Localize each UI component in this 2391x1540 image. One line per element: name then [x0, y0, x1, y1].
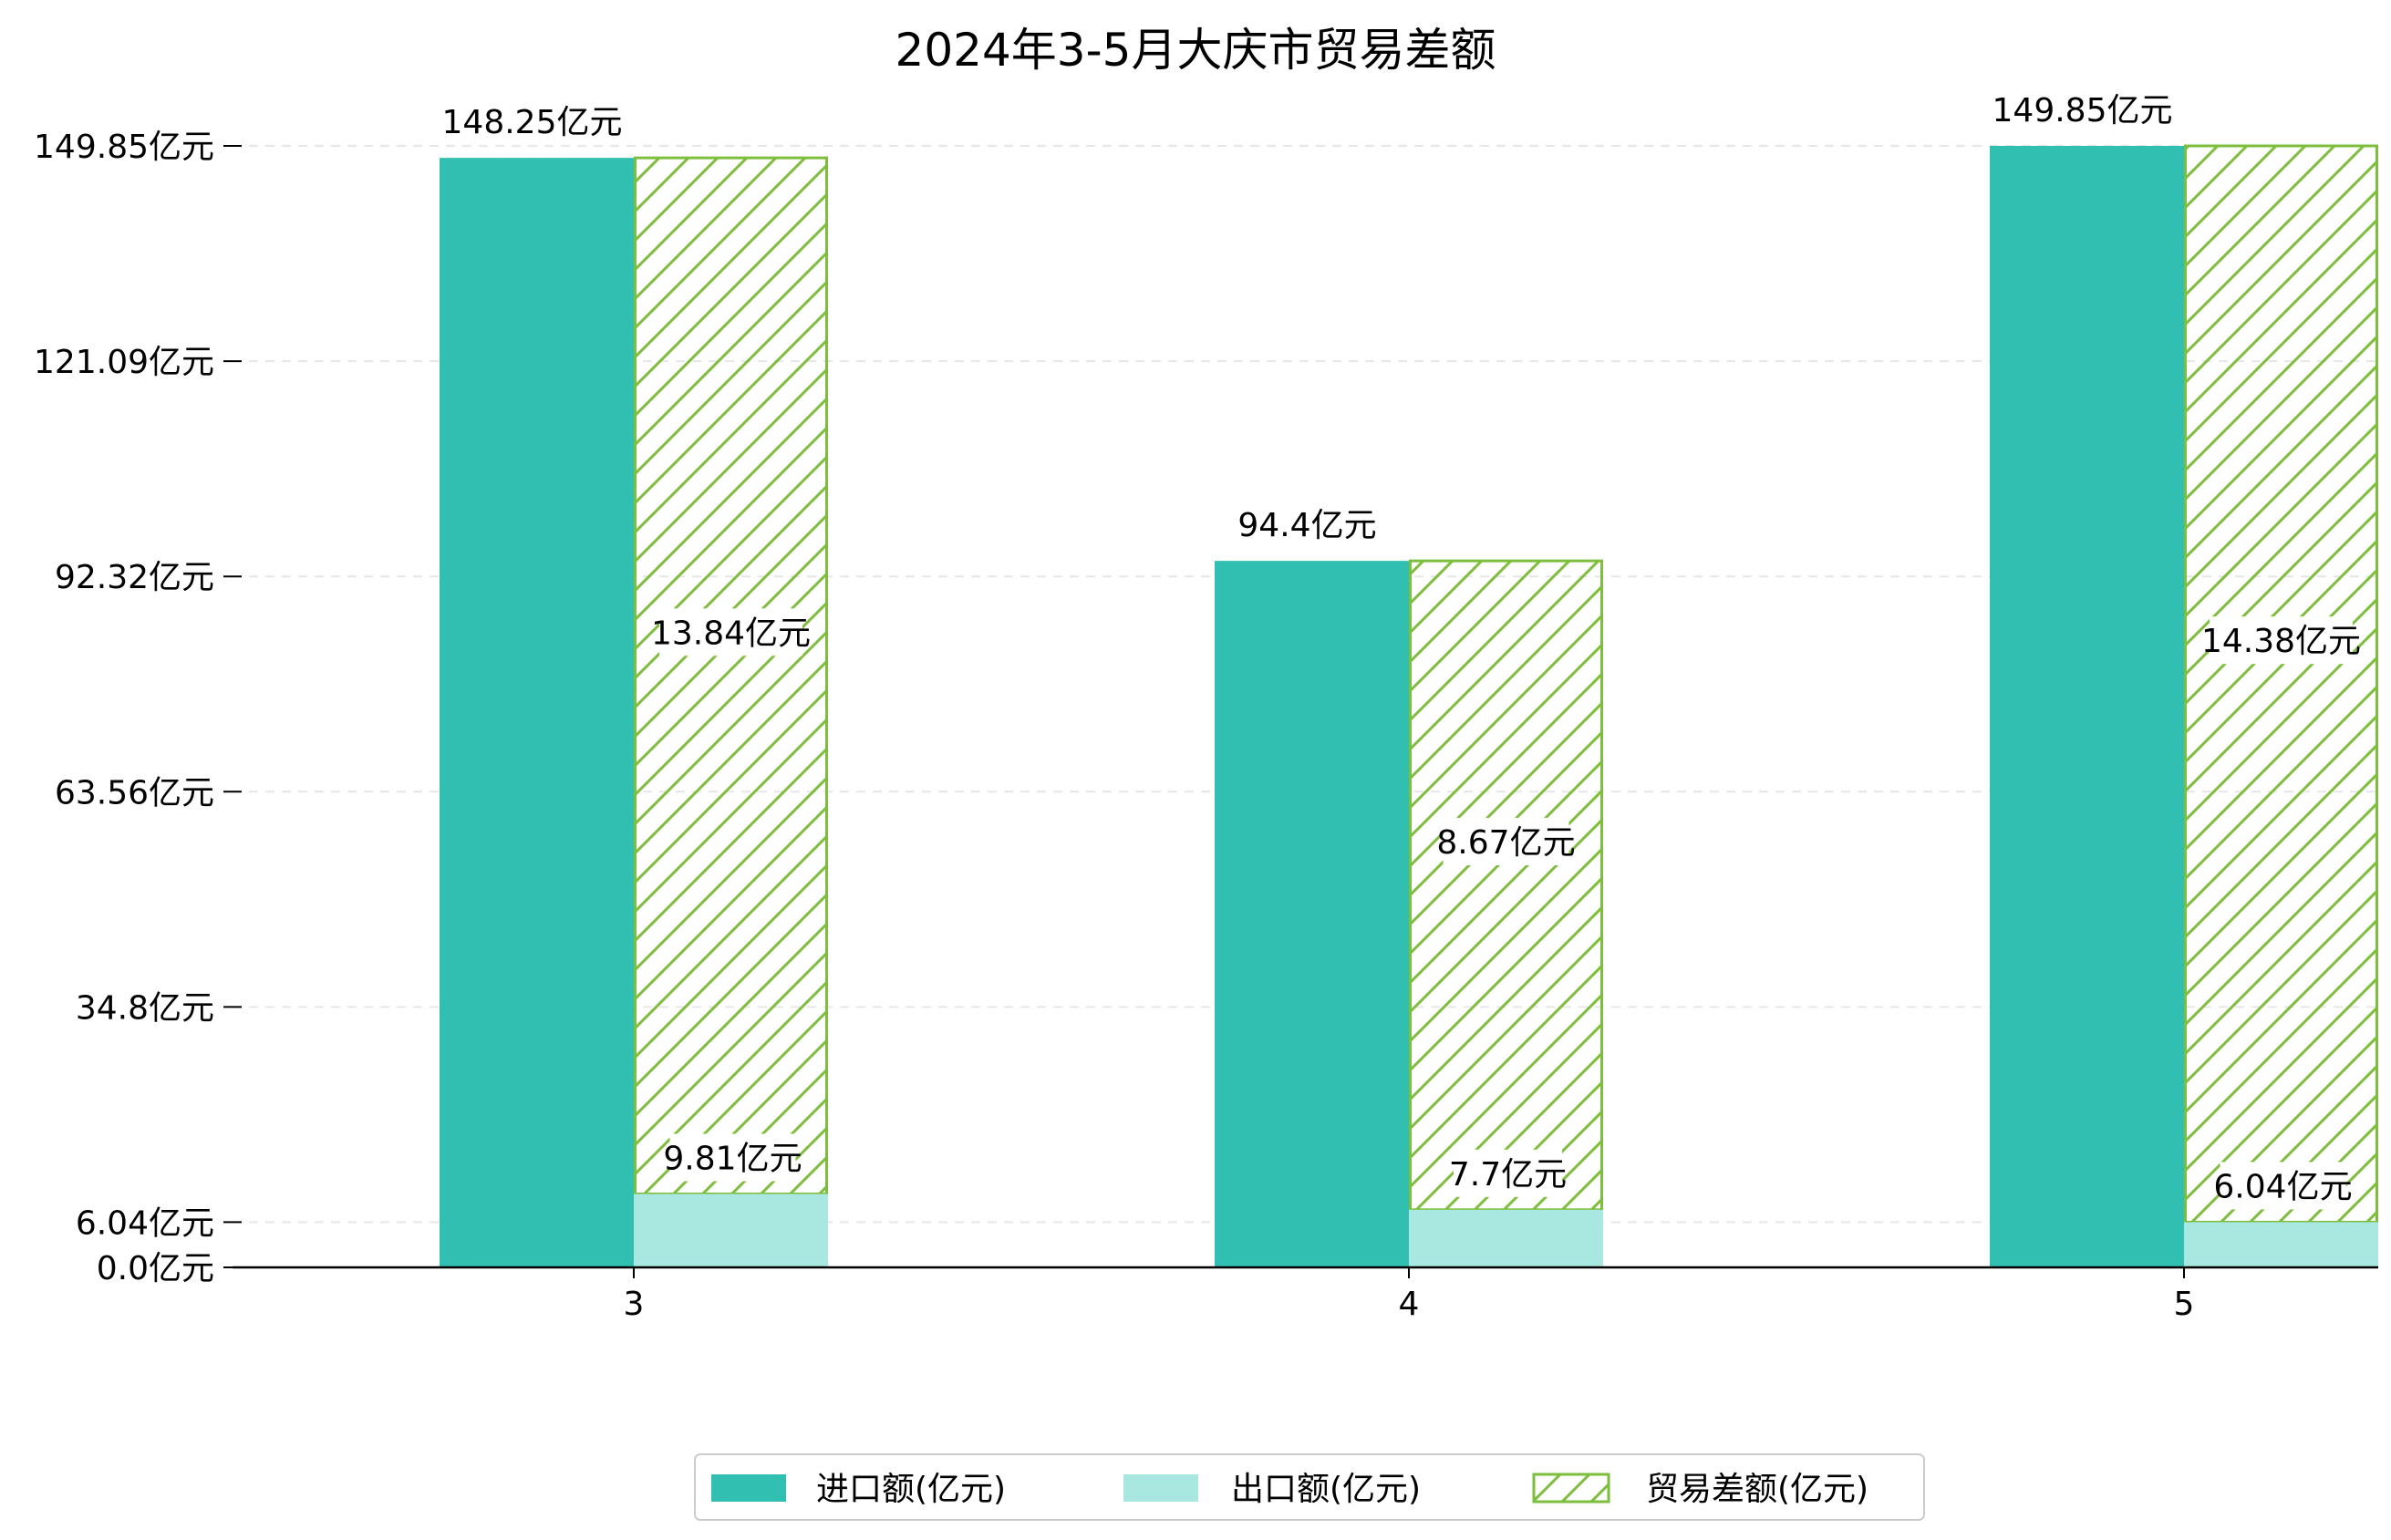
legend-swatch-export	[1123, 1474, 1198, 1502]
x-tick-label: 3	[624, 1286, 645, 1323]
bar-balance-4	[1409, 559, 1603, 1212]
legend: 进口额(亿元) 出口额(亿元) 贸易差额(亿元)	[694, 1453, 1925, 1521]
data-label-balance-3-bg	[659, 608, 802, 656]
data-label-import-4-bg	[1244, 501, 1371, 549]
bar-export-4	[1409, 1209, 1603, 1267]
data-label-export-3: 9.81亿元	[663, 1140, 802, 1177]
bar-export-5	[2184, 1222, 2378, 1267]
bar-balance-3	[634, 156, 828, 1195]
bars-layer	[440, 144, 2378, 1267]
y-tick-label: 63.56亿元	[55, 774, 214, 811]
data-label-export-4-bg	[1454, 1149, 1562, 1197]
y-tick-label: 121.09亿元	[34, 344, 214, 381]
bar-balance-5	[2184, 144, 2378, 1224]
bar-export-3	[634, 1194, 828, 1267]
x-axis: 3 4 5	[233, 1266, 2378, 1323]
data-label-balance-5: 14.38亿元	[2201, 623, 2361, 660]
data-label-import-3: 148.25亿元	[442, 104, 623, 141]
bar-import-4	[1215, 561, 1409, 1267]
chart-title: 2024年3-5月大庆市贸易差额	[895, 24, 1496, 77]
legend-swatch-balance	[1532, 1473, 1610, 1504]
bar-import-3	[440, 158, 634, 1267]
data-label-export-5: 6.04亿元	[2213, 1168, 2352, 1205]
data-labels-layer: 148.25亿元 13.84亿元 9.81亿元 94.4亿元 8.67亿元 7.7亿元 14…	[442, 86, 2361, 1210]
bar-import-5	[1990, 146, 2184, 1267]
data-label-import-5: 149.85亿元	[1992, 92, 2173, 129]
y-tick-label: 6.04亿元	[76, 1204, 214, 1242]
legend-label-balance: 贸易差额(亿元)	[1646, 1471, 1868, 1508]
y-axis: 0.0亿元 6.04亿元 34.8亿元 63.56亿元 92.32亿元 121.09亿元 1…	[34, 129, 242, 1287]
legend-label-export: 出口额(亿元)	[1231, 1471, 1421, 1508]
legend-frame	[694, 1453, 1925, 1521]
x-tick-label: 5	[2174, 1286, 2195, 1323]
data-label-import-3-bg	[451, 98, 613, 146]
legend-label-import: 进口额(亿元)	[816, 1471, 1006, 1508]
data-label-balance-5-bg	[2210, 616, 2353, 665]
y-tick-label: 0.0亿元	[97, 1250, 214, 1287]
data-label-import-5-bg	[2002, 86, 2163, 133]
y-tick-label: 149.85亿元	[34, 129, 214, 166]
data-label-balance-4: 8.67亿元	[1436, 824, 1575, 862]
legend-swatch-import	[711, 1474, 786, 1502]
data-label-export-5-bg	[2220, 1162, 2346, 1210]
data-label-balance-4-bg	[1443, 817, 1569, 865]
data-label-import-4: 94.4亿元	[1237, 507, 1376, 544]
data-label-balance-3: 13.84亿元	[651, 615, 811, 652]
data-label-export-3-bg	[669, 1133, 796, 1182]
y-tick-label: 34.8亿元	[76, 989, 214, 1027]
y-tick-label: 92.32亿元	[55, 559, 214, 596]
data-label-export-4: 7.7亿元	[1449, 1156, 1567, 1194]
x-tick-label: 4	[1399, 1286, 1420, 1323]
